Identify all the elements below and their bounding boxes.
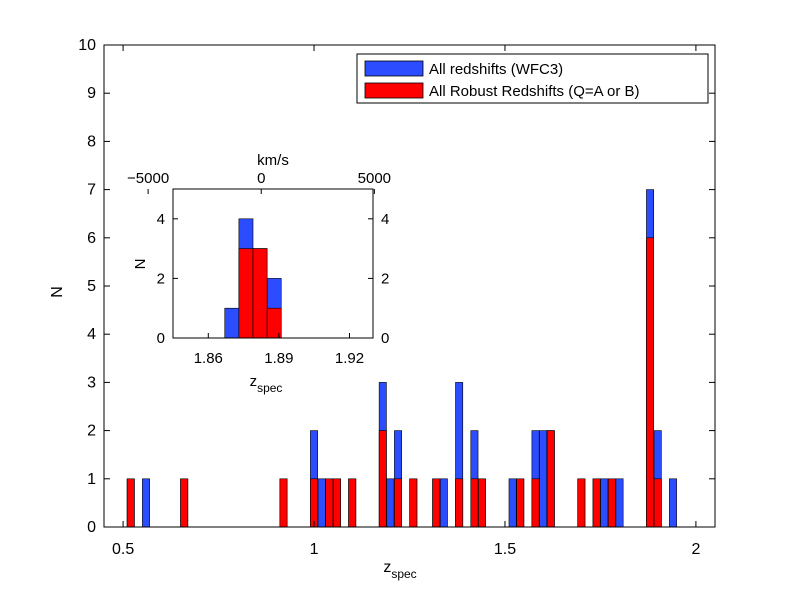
bar-robust-12 [470,478,479,528]
bar-robust-19 [607,478,616,528]
inset-y-ticks: 0 0 2 2 4 4 [157,211,390,347]
bar-all-1 [142,478,150,528]
bar-robust-21 [653,478,662,528]
inset-axes-box [172,188,374,339]
inset-histogram: 1.86 1.89 1.92 0 0 2 2 4 4 −5000 0 5000 km/s zspe… [127,152,391,395]
inset-top-tick-label: 5000 [358,170,391,187]
y-tick-label: 3 [87,374,96,391]
inset-y-tick-label-right: 4 [381,211,389,228]
bar-robust-13 [478,478,486,528]
bar-robust-18 [592,478,601,528]
legend-swatch-robust [364,82,424,99]
bar-all-27 [615,478,624,528]
y-tick-label: 8 [87,133,96,150]
inset-y-tick-label: 0 [157,330,165,347]
main-x-ticks: 0.5 1 1.5 2 [112,45,700,558]
bar-robust-11 [455,478,464,528]
inset-x-tick-label: 1.92 [335,350,364,367]
inset-bars [224,218,282,339]
legend-label-robust: All Robust Redshifts (Q=A or B) [429,83,640,100]
inset-top-ticks: −5000 0 5000 [127,170,391,194]
inset-top-tick-label: −5000 [127,170,169,187]
main-x-label: zspec [383,559,416,581]
inset-x-label: zspec [250,373,283,395]
y-tick-label: 10 [78,37,96,54]
bar-robust-10 [432,478,441,528]
bar-robust-0 [126,478,135,528]
inset-y-tick-label: 4 [157,211,165,228]
inset-x-ticks: 1.86 1.89 1.92 [194,333,364,367]
inset-y-tick-label-right: 2 [381,270,389,287]
bar-robust-2 [279,478,288,528]
main-histogram: 0.5 1 1.5 2 0 1 2 3 4 5 6 7 8 9 10 zspec N [49,37,716,581]
inset-y-tick-label-right: 0 [381,330,389,347]
inset-x-tick-label: 1.86 [194,350,223,367]
bar-robust-14 [516,478,525,528]
legend-label-all: All redshifts (WFC3) [429,61,563,78]
bar-robust-7 [378,430,387,528]
bar-all-18 [508,478,517,528]
y-tick-label: 7 [87,182,96,199]
bar-robust-15 [531,478,540,528]
inset-x-tick-label: 1.89 [264,350,293,367]
bar-robust-5 [333,478,341,528]
y-tick-label: 9 [87,85,96,102]
y-tick-label: 5 [87,278,96,295]
inset-y-tick-label: 2 [157,270,165,287]
main-y-ticks: 0 1 2 3 4 5 6 7 8 9 10 [78,37,715,536]
y-tick-label: 6 [87,230,96,247]
bar-all-5 [317,478,326,528]
inset-top-tick-label: 0 [257,170,265,187]
inset-bar-robust-1 [252,248,268,339]
inset-bar-robust-0 [238,248,254,339]
legend-swatch-all [364,60,424,77]
y-tick-label: 0 [87,519,96,536]
bar-robust-6 [348,478,357,528]
bar-robust-4 [325,478,334,528]
x-tick-label: 1 [310,541,319,558]
inset-top-label: km/s [257,152,289,169]
bar-all-10 [386,478,395,528]
inset-y-label: N [132,259,149,270]
bar-all-14 [439,478,448,528]
x-tick-label: 2 [691,541,700,558]
bar-robust-20 [646,237,655,528]
bar-all-21 [539,430,548,528]
inset-bar-all-0 [224,307,240,339]
legend: All redshifts (WFC3) All Robust Redshift… [356,53,709,104]
bar-all-25 [600,478,609,528]
x-tick-label: 0.5 [112,541,134,558]
y-tick-label: 1 [87,471,96,488]
main-y-label: N [49,286,66,298]
x-tick-label: 1.5 [494,541,516,558]
bar-robust-16 [546,430,555,528]
bar-robust-3 [310,478,318,528]
bar-robust-1 [180,478,189,528]
y-tick-label: 4 [87,326,96,343]
y-tick-label: 2 [87,423,96,440]
bar-all-30 [669,478,677,528]
bar-robust-9 [409,478,418,528]
bar-robust-8 [394,478,402,528]
bar-robust-17 [577,478,586,528]
